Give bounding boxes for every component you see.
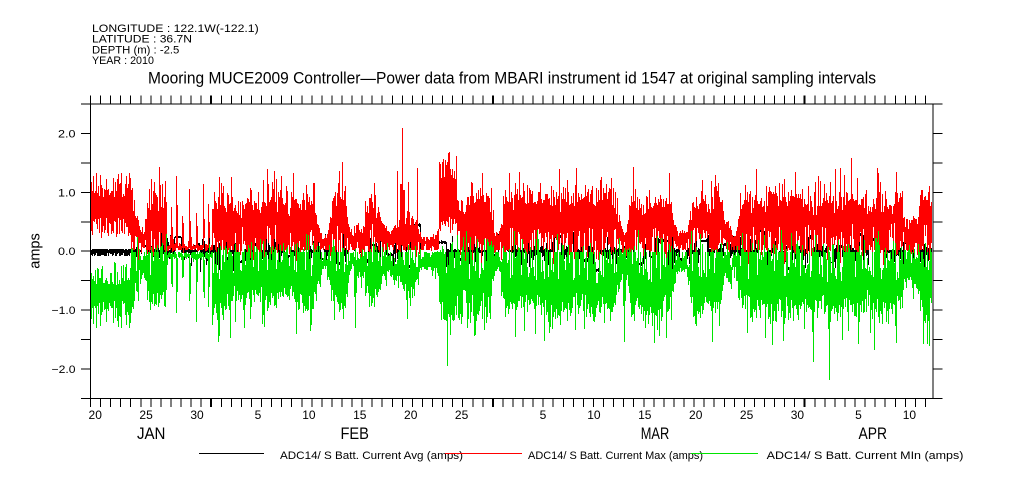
svg-text:15: 15 <box>638 408 652 422</box>
svg-text:FEB: FEB <box>340 424 369 443</box>
svg-text:0.0: 0.0 <box>58 246 76 258</box>
svg-text:5: 5 <box>255 408 262 422</box>
svg-text:20: 20 <box>689 408 703 422</box>
svg-text:10: 10 <box>302 408 316 422</box>
svg-text:20: 20 <box>404 408 418 422</box>
svg-text:ADC14/ S Batt. Current Avg (am: ADC14/ S Batt. Current Avg (amps) <box>280 450 463 462</box>
svg-text:25: 25 <box>740 408 754 422</box>
svg-text:2.0: 2.0 <box>58 129 76 141</box>
svg-text:JAN: JAN <box>137 424 166 443</box>
svg-text:30: 30 <box>190 408 204 422</box>
svg-text:5: 5 <box>540 408 547 422</box>
svg-text:ADC14/ S Batt. Current Max (am: ADC14/ S Batt. Current Max (amps) <box>528 450 703 462</box>
svg-text:amps: amps <box>27 233 44 269</box>
svg-text:ADC14/ S Batt. Current MIn (am: ADC14/ S Batt. Current MIn (amps) <box>767 450 964 462</box>
svg-text:15: 15 <box>353 408 367 422</box>
svg-text:−2.0: −2.0 <box>52 364 76 376</box>
svg-text:Mooring MUCE2009 Controller—Po: Mooring MUCE2009 Controller—Power data f… <box>148 68 876 87</box>
svg-text:10: 10 <box>587 408 601 422</box>
svg-text:LATITUDE : 36.7N: LATITUDE : 36.7N <box>92 34 192 46</box>
svg-text:YEAR : 2010: YEAR : 2010 <box>92 55 154 67</box>
svg-text:APR: APR <box>859 424 888 443</box>
svg-text:25: 25 <box>455 408 469 422</box>
svg-text:1.0: 1.0 <box>58 187 76 199</box>
svg-text:20: 20 <box>89 408 103 422</box>
svg-text:−1.0: −1.0 <box>52 305 76 317</box>
svg-text:10: 10 <box>903 408 917 422</box>
svg-text:5: 5 <box>855 408 862 422</box>
svg-text:25: 25 <box>139 408 153 422</box>
svg-text:30: 30 <box>791 408 805 422</box>
svg-text:LONGITUDE : 122.1W(-122.1): LONGITUDE : 122.1W(-122.1) <box>92 23 259 35</box>
svg-text:DEPTH (m) : -2.5: DEPTH (m) : -2.5 <box>92 44 179 56</box>
svg-text:MAR: MAR <box>641 424 670 443</box>
